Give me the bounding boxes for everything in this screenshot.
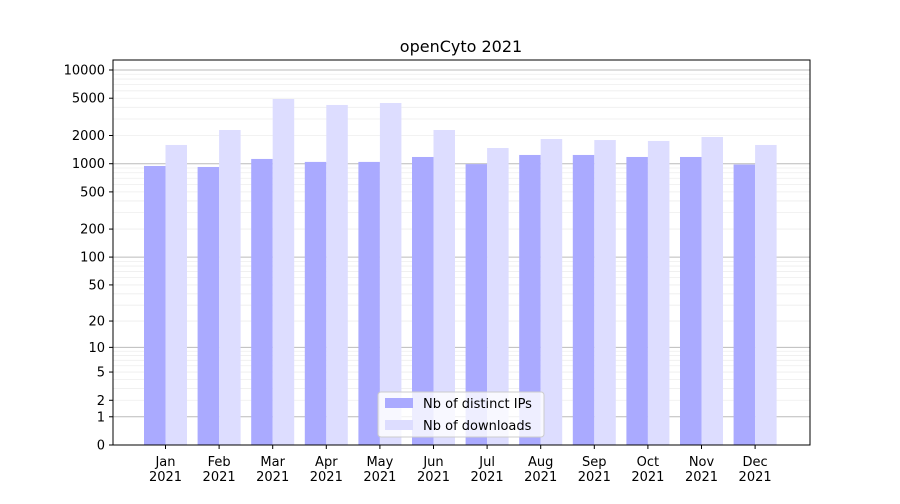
x-axis: Jan 2021 Feb 2021 Mar 2021 Apr 2021 May 2021 Jun 20… bbox=[149, 445, 772, 485]
bar-downloads bbox=[326, 104, 348, 446]
bar-downloads bbox=[701, 137, 723, 445]
x-tick-label: Dec 2021 bbox=[739, 455, 772, 485]
bar-downloads bbox=[755, 144, 777, 446]
y-tick-label: 1 bbox=[97, 410, 105, 425]
y-tick-label: 0 bbox=[97, 439, 105, 454]
y-tick-label: 10 bbox=[88, 341, 105, 356]
x-tick-label: Sep 2021 bbox=[578, 455, 611, 485]
bar-distinct-ips bbox=[197, 166, 220, 445]
bar-distinct-ips bbox=[465, 164, 488, 445]
bar-downloads bbox=[487, 148, 509, 445]
y-axis: 0 12 5 10 20 50 100 200 500 1000 2000 5000 10000 bbox=[64, 63, 113, 454]
y-tick-label: 200 bbox=[80, 223, 105, 238]
bar-downloads bbox=[165, 144, 187, 446]
legend: Nb of distinct IPs Nb of downloads bbox=[377, 391, 545, 438]
x-tick-label: Aug 2021 bbox=[524, 455, 557, 485]
bar-downloads bbox=[219, 129, 241, 445]
bar-distinct-ips bbox=[733, 164, 756, 445]
x-tick-label: Feb 2021 bbox=[203, 455, 236, 485]
bar-downloads bbox=[594, 140, 616, 446]
bar-distinct-ips bbox=[626, 156, 648, 446]
x-tick-label: Mar 2021 bbox=[256, 455, 289, 485]
y-tick-label: 20 bbox=[88, 315, 105, 330]
y-tick-label: 2000 bbox=[72, 129, 105, 144]
legend-swatch-ips bbox=[385, 398, 413, 408]
x-tick-label: Jan 2021 bbox=[149, 455, 182, 485]
legend-box bbox=[377, 391, 545, 438]
y-tick-label: 10000 bbox=[64, 63, 105, 78]
legend-label-ips: Nb of distinct IPs bbox=[423, 397, 532, 412]
y-tick-label: 500 bbox=[80, 185, 105, 200]
axes-frame bbox=[112, 59, 811, 446]
legend-label-downloads: Nb of downloads bbox=[423, 419, 532, 434]
y-tick-label: 5000 bbox=[72, 92, 105, 107]
x-tick-label: Jul 2021 bbox=[471, 455, 504, 485]
x-tick-label: Nov 2021 bbox=[685, 455, 718, 485]
legend-swatch-downloads bbox=[385, 420, 413, 430]
bar-downloads bbox=[540, 138, 563, 446]
x-tick-label: Jun 2021 bbox=[417, 455, 450, 485]
bar-distinct-ips bbox=[519, 154, 541, 445]
bar-downloads bbox=[379, 102, 402, 445]
bar-distinct-ips bbox=[304, 161, 327, 446]
chart-title: openCyto 2021 bbox=[400, 37, 522, 56]
y-tick-label: 2 bbox=[97, 394, 105, 409]
bar-downloads bbox=[272, 98, 295, 445]
bar-distinct-ips bbox=[358, 161, 380, 446]
y-tick-label: 50 bbox=[88, 278, 105, 293]
x-tick-label: Apr 2021 bbox=[310, 455, 343, 485]
bar-downloads bbox=[647, 140, 670, 445]
y-tick-label: 100 bbox=[80, 251, 105, 266]
bar-distinct-ips bbox=[144, 165, 166, 445]
bar-distinct-ips bbox=[412, 156, 434, 446]
bar-downloads bbox=[433, 129, 455, 445]
y-tick-label: 5 bbox=[97, 366, 105, 381]
bars bbox=[144, 98, 777, 446]
y-tick-label: 1000 bbox=[72, 157, 105, 172]
x-tick-label: Oct 2021 bbox=[631, 455, 664, 485]
x-tick-label: May 2021 bbox=[363, 455, 396, 485]
bar-distinct-ips bbox=[680, 156, 702, 446]
bar-distinct-ips bbox=[251, 158, 273, 445]
bar-distinct-ips bbox=[572, 154, 595, 445]
